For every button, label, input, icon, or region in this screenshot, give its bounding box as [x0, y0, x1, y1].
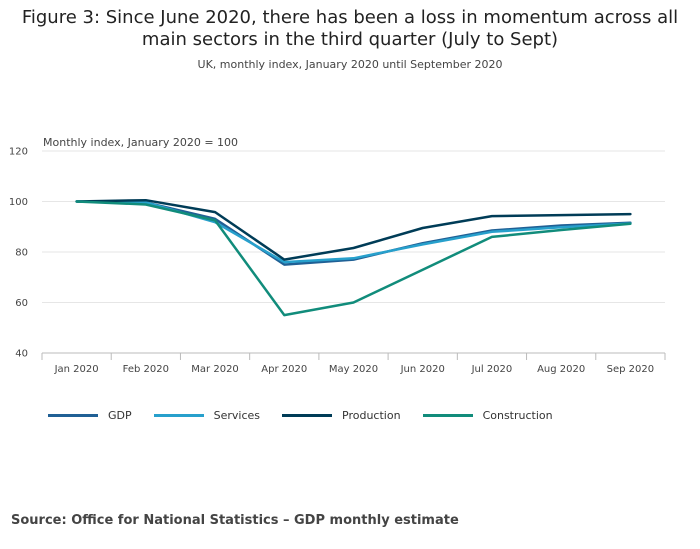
x-tick-label: Feb 2020: [123, 364, 169, 375]
x-tick-label: May 2020: [329, 364, 378, 375]
y-tick-label: 60: [15, 298, 28, 309]
y-axis-label: Monthly index, January 2020 = 100: [43, 136, 238, 149]
source-note: Source: Office for National Statistics –…: [11, 513, 459, 528]
x-tick-label: Mar 2020: [191, 364, 239, 375]
chart-subtitle: UK, monthly index, January 2020 until Se…: [197, 58, 503, 71]
y-tick-label: 120: [9, 147, 28, 158]
series-line-construction[interactable]: [75, 200, 632, 317]
legend-swatch: [282, 414, 333, 417]
legend-swatch: [48, 414, 98, 417]
y-tick-label: 100: [9, 197, 28, 208]
y-tick-label: 80: [15, 248, 28, 259]
chart-title: Figure 3: Since June 2020, there has bee…: [21, 7, 679, 50]
legend: GDP Services Production Construction: [48, 409, 575, 422]
x-tick-label: Aug 2020: [537, 364, 585, 375]
legend-label: GDP: [108, 409, 132, 422]
x-tick-label: Apr 2020: [261, 364, 307, 375]
legend-item-gdp[interactable]: GDP: [48, 409, 132, 422]
x-tick-label: Sep 2020: [607, 364, 654, 375]
legend-label: Services: [213, 409, 261, 422]
y-tick-label: 40: [15, 349, 28, 360]
series-line-gdp[interactable]: [75, 200, 632, 266]
legend-swatch: [422, 414, 473, 417]
legend-label: Construction: [482, 409, 553, 422]
legend-item-production[interactable]: Production: [282, 409, 401, 422]
x-tick-label: Jun 2020: [400, 364, 445, 375]
line-chart: Monthly index, January 2020 = 100 40 60 80…: [9, 136, 666, 375]
x-tick-label: Jul 2020: [471, 364, 513, 375]
legend-item-construction[interactable]: Construction: [422, 409, 553, 422]
legend-label: Production: [342, 409, 401, 422]
legend-item-services[interactable]: Services: [153, 409, 261, 422]
x-tick-label: Jan 2020: [54, 364, 99, 375]
series-line-production[interactable]: [75, 198, 632, 261]
legend-swatch: [153, 414, 204, 417]
